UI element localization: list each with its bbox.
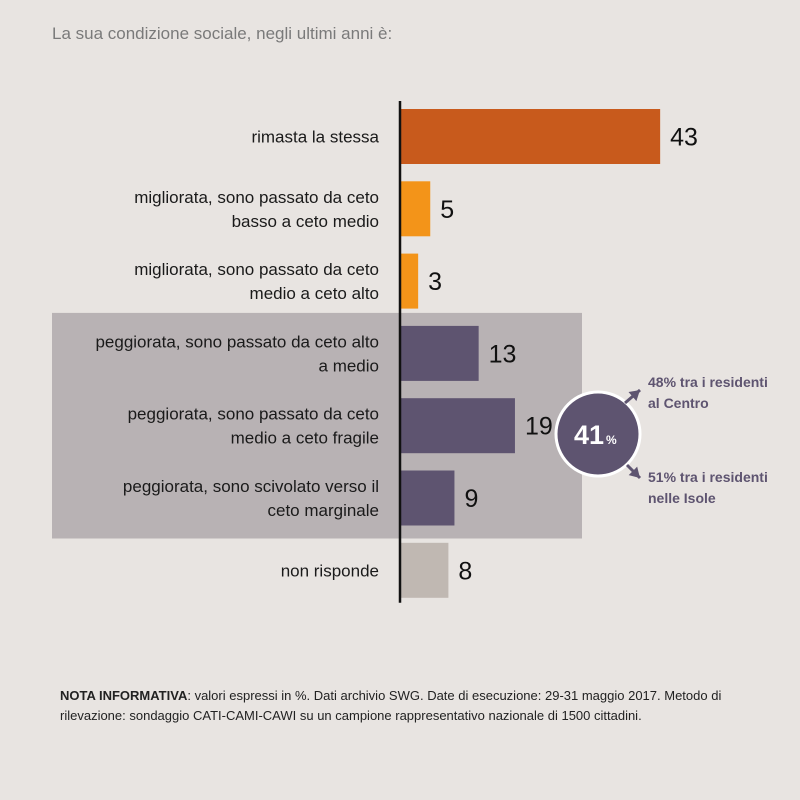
category-label-2-1: medio a ceto alto — [250, 284, 379, 303]
annotation-1-0: 51% tra i residenti — [648, 469, 768, 485]
category-label-6-0: non risponde — [281, 561, 379, 580]
category-label-1-0: migliorata, sono passato da ceto — [134, 188, 379, 207]
category-label-5-0: peggiorata, sono scivolato verso il — [123, 477, 379, 496]
value-label-3: 13 — [489, 340, 517, 368]
footnote-text: : valori espressi in %. Dati archivio SW… — [60, 688, 722, 723]
category-label-3-1: a medio — [319, 356, 379, 375]
category-label-5-1: ceto marginale — [267, 501, 379, 520]
value-label-1: 5 — [440, 196, 454, 224]
group-total-value: 41 — [574, 420, 604, 450]
value-label-6: 8 — [458, 557, 472, 585]
annotation-0-1: al Centro — [648, 395, 709, 411]
value-label-2: 3 — [428, 268, 442, 296]
value-label-5: 9 — [464, 485, 478, 513]
bar-6 — [400, 542, 449, 598]
bar-0 — [400, 109, 661, 164]
bar-3 — [400, 325, 479, 381]
category-label-2-0: migliorata, sono passato da ceto — [134, 260, 379, 279]
bar-5 — [400, 470, 455, 526]
footnote: NOTA INFORMATIVA: valori espressi in %. … — [60, 686, 760, 726]
category-label-1-1: basso a ceto medio — [232, 212, 379, 231]
bar-2 — [400, 253, 419, 309]
annotation-0-0: 48% tra i residenti — [648, 374, 768, 390]
category-label-4-0: peggiorata, sono passato da ceto — [128, 405, 379, 424]
value-label-4: 19 — [525, 413, 553, 441]
bar-1 — [400, 181, 431, 237]
annotation-1-1: nelle Isole — [648, 490, 716, 506]
category-label-4-1: medio a ceto fragile — [231, 429, 379, 448]
category-label-3-0: peggiorata, sono passato da ceto alto — [95, 332, 379, 351]
value-label-0: 43 — [670, 124, 698, 152]
footnote-label: NOTA INFORMATIVA — [60, 688, 188, 703]
bar-4 — [400, 398, 515, 454]
group-total-unit: % — [606, 433, 617, 447]
arrow-down-head — [628, 466, 640, 478]
chart-title: La sua condizione sociale, negli ultimi … — [52, 24, 393, 43]
bar-chart: 43 rimasta la stessa 5 migliorata, sono pas… — [52, 101, 768, 603]
group-total-badge — [554, 390, 642, 478]
arrow-up-head — [628, 390, 640, 402]
category-label-0-0: rimasta la stessa — [251, 128, 379, 147]
